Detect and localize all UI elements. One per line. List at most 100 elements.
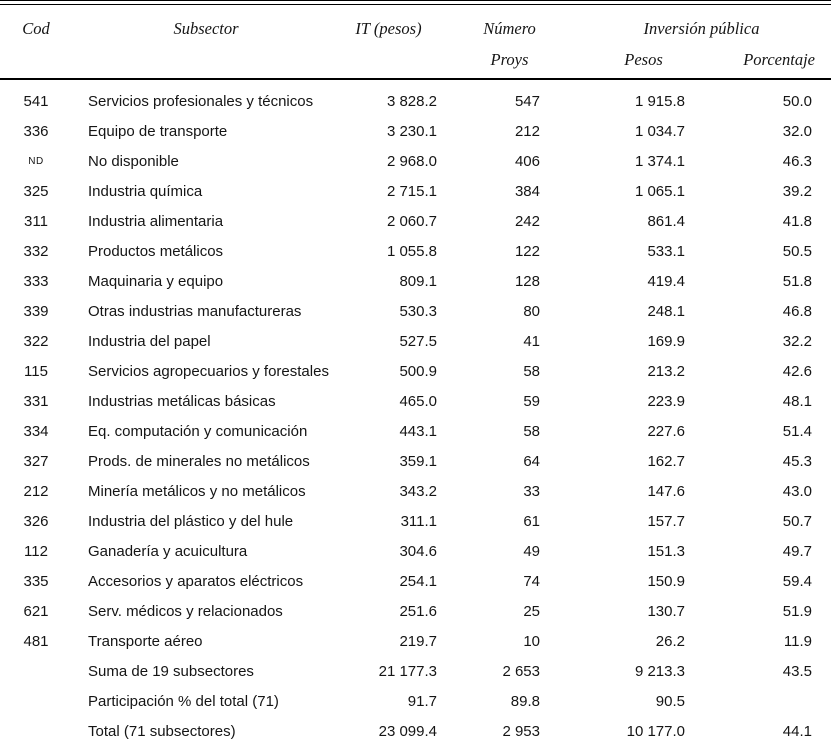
cell-pct: 45.3 [782, 452, 812, 470]
table-row: Total (71 subsectores) 23 099.4 2 953 10 17… [0, 716, 831, 743]
cell-it: 21 177.3 [378, 662, 437, 680]
table-row: 311 Industria alimentaria 2 060.7 242 861.4 4… [0, 206, 831, 236]
cell-pesos: 1 034.7 [634, 122, 685, 140]
cell-pct: 46.8 [782, 302, 812, 320]
cell-cod: 336 [23, 122, 49, 140]
cell-it: 530.3 [399, 302, 437, 320]
header-pesos: Pesos [542, 45, 685, 80]
cell-cod: 212 [23, 482, 49, 500]
cell-it: 251.6 [399, 602, 437, 620]
cell-subsector: Industria del plástico y del hule [88, 512, 294, 530]
table-row: 541 Servicios profesionales y técnicos 3 8… [0, 79, 831, 116]
cell-cod: 481 [23, 632, 49, 650]
cell-subsector: Industria del papel [88, 332, 211, 350]
cell-pesos: 151.3 [647, 542, 685, 560]
cell-pct: 50.0 [782, 92, 812, 110]
cell-cod: 115 [24, 362, 48, 380]
cell-proys: 58 [523, 422, 540, 440]
header-spacer [72, 45, 340, 80]
header-inversion-publica: Inversión pública [643, 18, 760, 38]
cell-pesos: 10 177.0 [626, 722, 685, 740]
table-row: 335 Accesorios y aparatos eléctricos 254.1… [0, 566, 831, 596]
table-row: 481 Transporte aéreo 219.7 10 26.2 11.9 [0, 626, 831, 656]
table-body: 541 Servicios profesionales y técnicos 3 8… [0, 79, 831, 743]
cell-pesos: 248.1 [647, 302, 685, 320]
cell-pesos: 90.5 [655, 692, 685, 710]
cell-it: 304.6 [399, 542, 437, 560]
header-numero: Número [483, 18, 536, 38]
cell-pct: 11.9 [783, 632, 812, 650]
header-row-2: Proys Pesos Porcentaje [0, 45, 831, 80]
cell-pesos: 150.9 [647, 572, 685, 590]
cell-subsector: Industria química [88, 182, 203, 200]
header-row-1: Cod Subsector IT (pesos) Número Inversió… [0, 6, 831, 45]
cell-cod: 325 [23, 182, 49, 200]
cell-pct: 49.7 [782, 542, 812, 560]
cell-proys: 59 [523, 392, 540, 410]
cell-cod: 541 [23, 92, 49, 110]
cell-it: 343.2 [399, 482, 437, 500]
cell-subsector: Eq. computación y comunicación [88, 422, 308, 440]
cell-proys: 128 [514, 272, 540, 290]
table-header: Cod Subsector IT (pesos) Número Inversió… [0, 6, 831, 80]
cell-proys: 80 [523, 302, 540, 320]
cell-proys: 89.8 [510, 692, 540, 710]
cell-it: 1 055.8 [386, 242, 437, 260]
cell-it: 3 230.1 [386, 122, 437, 140]
cell-it: 311.1 [400, 512, 437, 530]
cell-it: 443.1 [399, 422, 437, 440]
cell-proys: 61 [523, 512, 540, 530]
cell-proys: 212 [514, 122, 540, 140]
header-subsector: Subsector [173, 18, 239, 38]
cell-proys: 74 [523, 572, 540, 590]
cell-pesos: 213.2 [647, 362, 685, 380]
cell-cod: ND [28, 155, 44, 167]
subsector-table: Cod Subsector IT (pesos) Número Inversió… [0, 6, 831, 743]
cell-cod [0, 656, 72, 686]
table-row: 322 Industria del papel 527.5 41 169.9 32.2 [0, 326, 831, 356]
cell-subsector: Industria alimentaria [88, 212, 224, 230]
cell-cod: 332 [23, 242, 49, 260]
cell-it: 500.9 [399, 362, 437, 380]
cell-it: 465.0 [399, 392, 437, 410]
cell-it: 359.1 [399, 452, 437, 470]
cell-subsector: Ganadería y acuicultura [88, 542, 248, 560]
cell-cod: 326 [23, 512, 49, 530]
cell-proys: 547 [514, 92, 540, 110]
header-porcentaje: Porcentaje [685, 45, 831, 80]
cell-pct: 32.0 [782, 122, 812, 140]
cell-cod: 339 [23, 302, 49, 320]
cell-proys: 58 [523, 362, 540, 380]
cell-subsector: Transporte aéreo [88, 632, 203, 650]
cell-pct: 41.8 [782, 212, 812, 230]
cell-proys: 41 [523, 332, 540, 350]
cell-pesos: 1 374.1 [634, 152, 685, 170]
cell-pesos: 9 213.3 [634, 662, 685, 680]
cell-subsector: Participación % del total (71) [88, 692, 279, 710]
cell-pesos: 157.7 [647, 512, 685, 530]
cell-it: 23 099.4 [378, 722, 437, 740]
cell-subsector: Maquinaria y equipo [88, 272, 224, 290]
cell-cod: 322 [23, 332, 49, 350]
cell-pct: 51.4 [782, 422, 812, 440]
table-row: 333 Maquinaria y equipo 809.1 128 419.4 51.8 [0, 266, 831, 296]
header-cod: Cod [22, 18, 50, 38]
cell-subsector: Suma de 19 subsectores [88, 662, 254, 680]
table-row: ND No disponible 2 968.0 406 1 374.1 46.3 [0, 146, 831, 176]
cell-pct: 51.9 [782, 602, 812, 620]
cell-proys: 122 [514, 242, 540, 260]
table-row: 325 Industria química 2 715.1 384 1 065.1 39.… [0, 176, 831, 206]
cell-proys: 25 [523, 602, 540, 620]
cell-cod: 333 [23, 272, 49, 290]
cell-it: 3 828.2 [386, 92, 437, 110]
cell-pct: 44.1 [782, 722, 812, 740]
cell-cod [0, 716, 72, 743]
table-row: 212 Minería metálicos y no metálicos 343.2… [0, 476, 831, 506]
cell-pesos: 169.9 [647, 332, 685, 350]
cell-cod: 335 [23, 572, 49, 590]
table-row: 327 Prods. de minerales no metálicos 359.1… [0, 446, 831, 476]
cell-pct: 48.1 [782, 392, 812, 410]
cell-it: 91.7 [407, 692, 437, 710]
cell-pesos: 861.4 [647, 212, 685, 230]
cell-subsector: Total (71 subsectores) [88, 722, 236, 740]
